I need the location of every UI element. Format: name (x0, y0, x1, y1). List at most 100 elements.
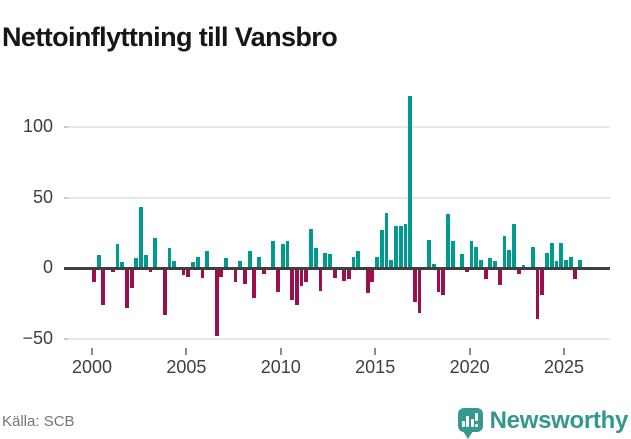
bar (276, 268, 280, 292)
bar (497, 268, 502, 285)
bar (101, 268, 106, 305)
bar (412, 268, 417, 302)
bar (205, 251, 210, 268)
logo-bar-icon (466, 416, 470, 427)
bar (394, 225, 398, 268)
bar (257, 256, 261, 268)
bar (573, 268, 578, 280)
bar (247, 251, 252, 268)
bar (502, 235, 507, 268)
bar (403, 224, 408, 268)
y-axis-tick-mark (64, 126, 68, 128)
x-axis-tick-mark (468, 348, 471, 355)
bar (332, 268, 337, 278)
bar (280, 244, 285, 268)
x-axis-tick-label: 2000 (71, 357, 113, 377)
source-label: Källa: SCB (2, 413, 75, 430)
bar (148, 268, 153, 273)
bar (436, 268, 441, 292)
grid-line (64, 196, 610, 199)
bar (365, 268, 370, 294)
bar (516, 268, 521, 274)
bar (578, 259, 582, 268)
bar (318, 268, 323, 291)
bar (559, 242, 564, 268)
bar (474, 246, 479, 268)
bar (408, 96, 413, 268)
x-axis-tick-mark (563, 348, 565, 355)
x-axis-tick-label: 2020 (449, 357, 490, 377)
bar (139, 207, 143, 268)
bar (172, 260, 177, 268)
bar (351, 256, 356, 268)
bar (153, 238, 158, 268)
bar (110, 268, 115, 273)
bar (304, 268, 309, 283)
bar (129, 268, 134, 288)
grid-line (64, 337, 610, 340)
bar (446, 214, 450, 268)
x-axis-tick-label: 2025 (543, 357, 585, 377)
bar (379, 229, 384, 268)
bar (186, 268, 191, 277)
bar (535, 268, 540, 319)
bar (328, 253, 332, 268)
bar (568, 256, 573, 268)
bar (125, 268, 129, 308)
bar (370, 268, 375, 283)
newsworthy-brand-name: Newsworthy (489, 407, 629, 434)
bar (427, 239, 431, 268)
y-axis-tick-label: 50 (32, 186, 53, 207)
logo-bar-icon (461, 421, 465, 427)
bar (398, 225, 403, 268)
newsworthy-brand-link[interactable]: Newsworthy (457, 404, 629, 439)
bar (233, 268, 238, 283)
bar (431, 263, 436, 268)
bar (530, 246, 535, 268)
bar (450, 241, 455, 268)
bar (356, 251, 361, 268)
x-axis-tick-mark (279, 348, 282, 355)
x-axis-tick-mark (185, 348, 188, 355)
bar (469, 241, 474, 268)
bar (162, 268, 167, 315)
bar (252, 268, 257, 298)
bar (299, 268, 304, 287)
bar (564, 259, 568, 268)
bar (271, 241, 276, 268)
x-axis-tick-label: 2010 (260, 357, 301, 377)
x-axis-tick-mark (374, 348, 377, 355)
bar (134, 258, 139, 268)
logo-bar-icon (470, 419, 474, 427)
y-axis-tick-label: −50 (22, 327, 53, 348)
logo-bubble-tail (462, 431, 473, 439)
bar (441, 268, 446, 295)
bar (346, 268, 351, 280)
bar (389, 259, 394, 268)
y-axis-tick-label: 0 (42, 257, 53, 277)
bar (460, 253, 464, 268)
grid-line (64, 126, 610, 128)
bar (224, 258, 228, 268)
x-axis-tick-label: 2005 (166, 357, 207, 377)
x-axis-zero-line (64, 266, 610, 270)
bar (540, 268, 545, 295)
x-axis-tick-mark (91, 348, 93, 355)
logo-exclamation-icon (475, 413, 479, 421)
bar (294, 268, 299, 305)
bar (384, 213, 389, 268)
bar (512, 224, 516, 268)
bar (219, 268, 224, 277)
bar (243, 268, 247, 284)
y-axis-tick-label: 100 (22, 116, 53, 136)
x-axis-tick-label: 2015 (355, 357, 396, 377)
bar (464, 268, 469, 273)
logo-bubble (457, 408, 483, 432)
bar (545, 252, 549, 268)
bar (554, 260, 559, 268)
bar (309, 228, 313, 268)
y-axis-tick-mark (64, 337, 68, 340)
bar (323, 252, 328, 268)
bar (191, 262, 195, 268)
